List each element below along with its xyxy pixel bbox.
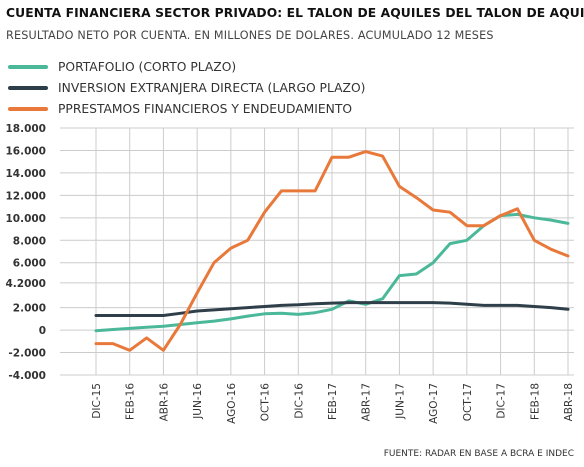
y-tick-label: 12.000 xyxy=(5,190,46,202)
legend-item-ied: INVERSION EXTRANJERA DIRECTA (LARGO PLAZ… xyxy=(8,77,365,98)
x-tick-label: OCT-17 xyxy=(462,383,474,421)
y-tick-label: 6.000 xyxy=(13,258,46,270)
y-tick-label: 16.000 xyxy=(5,145,46,157)
series-line-ied xyxy=(94,301,570,317)
y-tick-label: 2.000 xyxy=(13,303,46,315)
x-tick-label: DIC-16 xyxy=(293,383,305,419)
y-axis-ticks: -4.000 -2.000 0 2.000 4.2000 6.000 8.000 10.000… xyxy=(5,123,46,382)
x-tick-label: FEB-16 xyxy=(125,383,137,420)
x-tick-label: OCT-16 xyxy=(260,383,272,422)
legend-item-portafolio: PORTAFOLIO (CORTO PLAZO) xyxy=(8,56,365,77)
legend-label-ied: INVERSION EXTRANJERA DIRECTA (LARGO PLAZ… xyxy=(58,80,366,95)
y-tick-label: 18.000 xyxy=(5,123,46,135)
x-axis-ticks: DIC-15 FEB-16 ABR-16 JUN-16 AGO-16 OCT-16 DIC-… xyxy=(91,383,575,424)
y-tick-label: 8.000 xyxy=(13,235,46,247)
chart-subtitle: RESULTADO NETO POR CUENTA. EN MILLONES D… xyxy=(6,29,494,42)
x-tick-label: DIC-15 xyxy=(91,383,103,419)
y-tick-label: 0 xyxy=(39,325,46,337)
y-tick-label: 10.000 xyxy=(5,213,46,225)
legend-label-prestamos: PPRESTAMOS FINANCIEROS Y ENDEUDAMIENTO xyxy=(58,101,353,116)
source-note: FUENTE: RADAR EN BASE A BCRA E INDEC xyxy=(383,449,574,459)
legend-swatch-ied xyxy=(8,85,48,90)
chart-title: CUENTA FINANCIERA SECTOR PRIVADO: EL TAL… xyxy=(6,6,584,20)
x-tick-label: AGO-17 xyxy=(428,383,440,424)
x-tick-label: ABR-18 xyxy=(563,383,575,421)
grid xyxy=(60,127,574,376)
legend-swatch-portafolio xyxy=(8,64,48,69)
x-tick-label: JUN-16 xyxy=(192,383,204,420)
legend-item-prestamos: PPRESTAMOS FINANCIEROS Y ENDEUDAMIENTO xyxy=(8,98,365,119)
y-tick-label: -2.000 xyxy=(8,348,46,360)
legend-swatch-prestamos xyxy=(8,106,48,111)
x-tick-label: JUN-17 xyxy=(394,383,406,420)
x-tick-label: DIC-17 xyxy=(496,383,508,419)
x-tick-label: ABR-16 xyxy=(158,383,170,422)
legend-label-portafolio: PORTAFOLIO (CORTO PLAZO) xyxy=(58,59,237,74)
x-tick-label: ABR-17 xyxy=(361,383,373,421)
x-tick-label: FEB-17 xyxy=(327,383,339,420)
legend: PORTAFOLIO (CORTO PLAZO) INVERSION EXTRA… xyxy=(8,56,365,119)
y-tick-label: 4.2000 xyxy=(5,278,46,290)
series-line-prestamos xyxy=(94,150,570,352)
series-lines xyxy=(94,150,570,352)
x-tick-label: FEB-18 xyxy=(529,383,541,420)
x-tick-label: AGO-16 xyxy=(226,383,238,424)
y-tick-label: 14.000 xyxy=(5,168,46,180)
y-tick-label: -4.000 xyxy=(8,370,46,382)
